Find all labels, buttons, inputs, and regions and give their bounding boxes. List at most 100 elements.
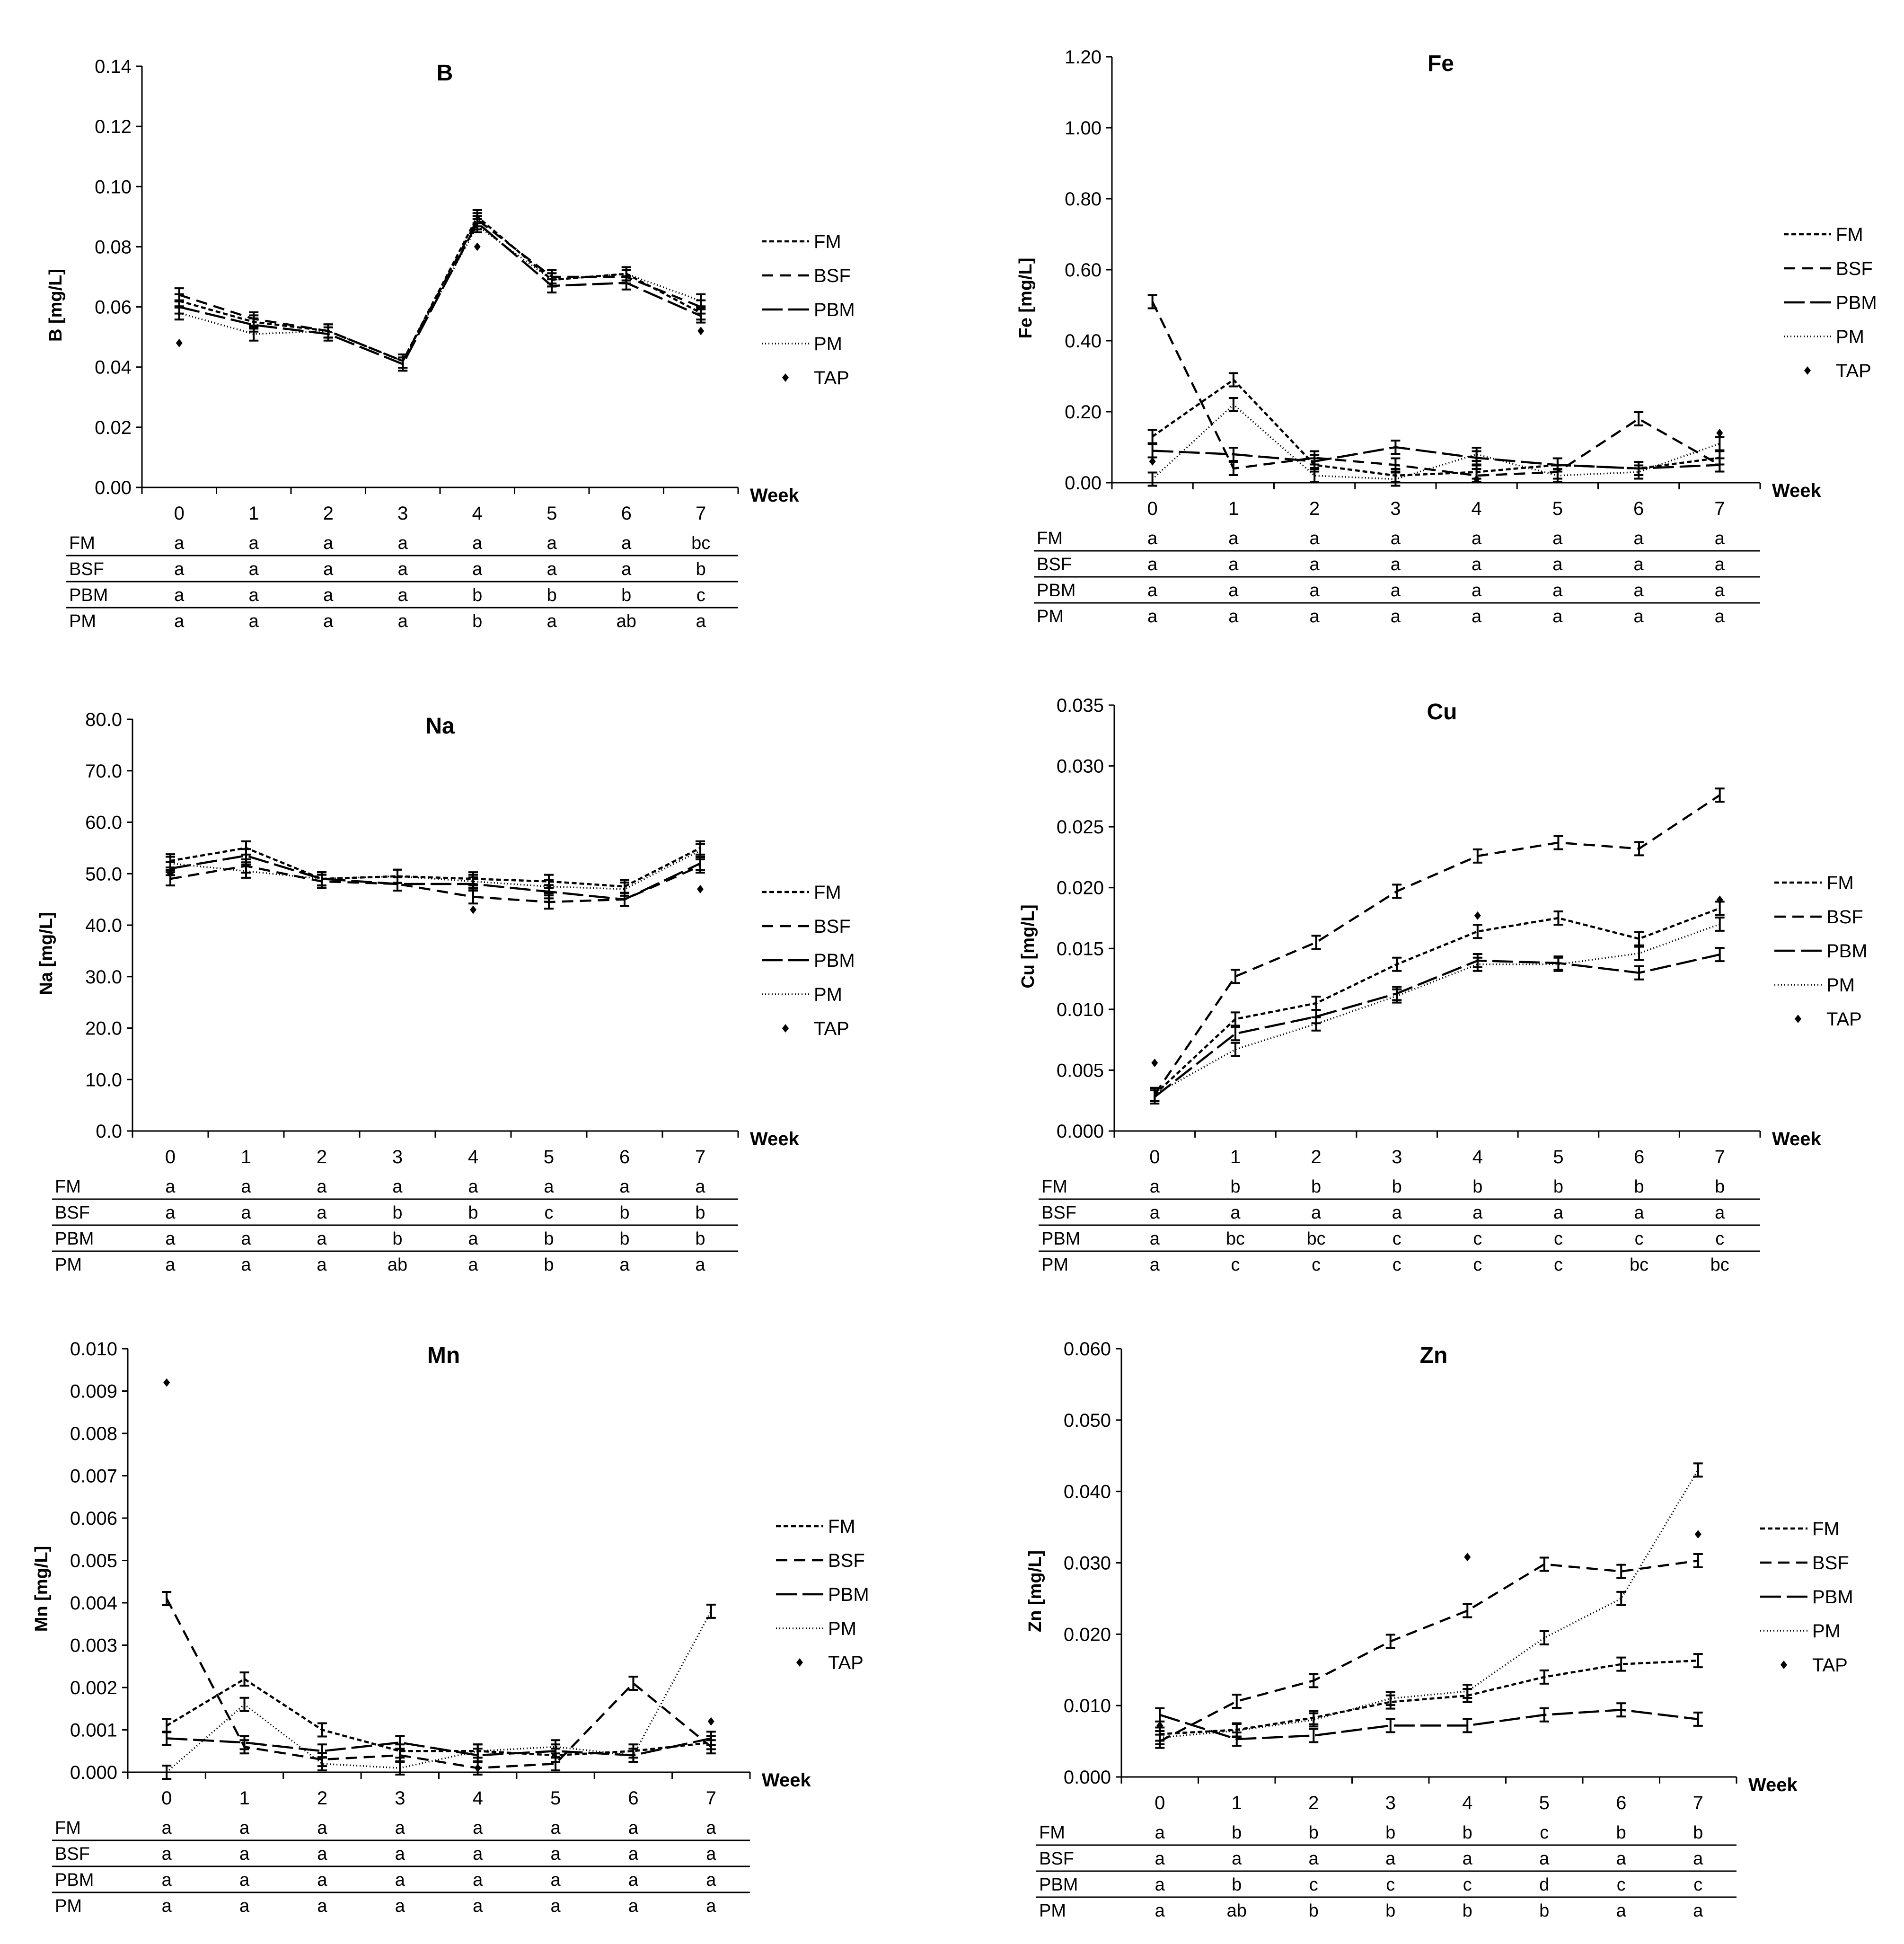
tap-marker bbox=[1716, 895, 1723, 904]
table-cell: a bbox=[468, 1255, 478, 1275]
table-cell: a bbox=[695, 1255, 705, 1275]
x-tick-label: 2 bbox=[1309, 498, 1320, 519]
x-tick-label: 4 bbox=[1472, 498, 1482, 519]
table-cell: c bbox=[1386, 1875, 1395, 1895]
y-tick-label: 0.009 bbox=[70, 1381, 117, 1402]
data-point-bsf bbox=[1616, 1564, 1626, 1579]
y-tick-label: 0.025 bbox=[1057, 817, 1104, 838]
legend-item-pm: PM bbox=[762, 334, 842, 354]
legend: FM BSF PBM PM TAP bbox=[1760, 1519, 1853, 1676]
x-tick-label: 2 bbox=[1311, 1147, 1321, 1167]
table-cell: b bbox=[1634, 1177, 1644, 1197]
y-tick-label: 0.80 bbox=[1065, 189, 1102, 210]
tap-marker bbox=[474, 1764, 481, 1773]
table-cell: a bbox=[398, 559, 408, 579]
table-row-label: PM bbox=[69, 611, 96, 631]
y-axis-label: Cu [mg/L] bbox=[1018, 904, 1038, 988]
table-cell: a bbox=[165, 1177, 176, 1197]
y-tick-label: 0.14 bbox=[95, 56, 132, 77]
y-tick-label: 40.0 bbox=[85, 915, 122, 936]
series-line-bsf bbox=[179, 218, 702, 362]
table-cell: b bbox=[1539, 1901, 1549, 1921]
chart-title: Fe bbox=[1428, 51, 1454, 76]
table-row-label: BSF bbox=[55, 1203, 90, 1223]
data-point-pm bbox=[1228, 397, 1238, 412]
table-cell: a bbox=[1472, 529, 1482, 548]
legend-label: PBM bbox=[1836, 292, 1877, 313]
y-tick-label: 0.008 bbox=[70, 1423, 117, 1444]
table-cell: a bbox=[1147, 555, 1158, 574]
tap-marker bbox=[176, 338, 183, 347]
table-cell: bc bbox=[1710, 1255, 1729, 1275]
y-tick-label: 0.040 bbox=[1064, 1482, 1111, 1502]
data-point-fm bbox=[162, 1718, 172, 1733]
legend-label: PM bbox=[1812, 1621, 1841, 1642]
table-cell: b bbox=[544, 1255, 554, 1275]
legend-label: PM bbox=[1826, 975, 1855, 996]
y-tick-label: 50.0 bbox=[85, 864, 122, 884]
table-cell: b bbox=[1385, 1823, 1395, 1843]
x-tick-label: 7 bbox=[706, 1788, 716, 1809]
legend-label: FM bbox=[1826, 873, 1854, 893]
tap-marker bbox=[1156, 1721, 1164, 1730]
y-tick-label: 70.0 bbox=[85, 761, 122, 782]
table-cell: a bbox=[249, 559, 259, 579]
y-tick-label: 0.12 bbox=[95, 116, 132, 137]
x-tick-label: 0 bbox=[165, 1147, 176, 1167]
y-tick-label: 0.08 bbox=[95, 237, 132, 257]
data-point-pbm bbox=[1539, 1707, 1549, 1723]
table-cell: ab bbox=[617, 611, 636, 631]
table-cell: c bbox=[1554, 1229, 1563, 1249]
data-point-pbm bbox=[1385, 1718, 1395, 1733]
legend: FM BSF PBM PM TAP bbox=[1774, 873, 1868, 1030]
x-tick-label: 3 bbox=[392, 1147, 403, 1167]
y-tick-label: 0.015 bbox=[1057, 938, 1104, 959]
table-cell: ab bbox=[1227, 1901, 1247, 1921]
table-cell: a bbox=[473, 1896, 483, 1916]
table-cell: a bbox=[547, 533, 557, 553]
data-point-pm bbox=[1539, 1630, 1549, 1645]
y-tick-label: 0.0 bbox=[96, 1121, 122, 1142]
table-cell: a bbox=[628, 1818, 639, 1838]
x-tick-label: 5 bbox=[547, 503, 557, 524]
table-cell: a bbox=[1392, 1203, 1402, 1223]
table-cell: a bbox=[398, 585, 408, 605]
x-tick-label: 6 bbox=[1616, 1793, 1626, 1813]
legend-label: BSF bbox=[1836, 258, 1873, 279]
legend-item-pbm: PBM bbox=[762, 950, 855, 971]
table-cell: a bbox=[395, 1870, 405, 1890]
legend-label: PBM bbox=[828, 1584, 869, 1605]
y-tick-label: 0.10 bbox=[95, 177, 132, 197]
y-tick-label: 0.001 bbox=[70, 1720, 117, 1741]
table-cell: a bbox=[1472, 555, 1482, 574]
series-line-pbm bbox=[1159, 1708, 1699, 1741]
x-tick-label: 2 bbox=[323, 503, 334, 524]
table-cell: a bbox=[473, 1870, 483, 1890]
tap-marker bbox=[1716, 429, 1723, 437]
y-tick-label: 0.006 bbox=[70, 1508, 117, 1529]
legend: FM BSF PBM PM TAP bbox=[776, 1516, 869, 1673]
table-cell: a bbox=[1715, 1203, 1725, 1223]
y-tick-label: 0.00 bbox=[95, 477, 132, 498]
table-cell: a bbox=[1155, 1849, 1165, 1869]
legend-label: TAP bbox=[828, 1652, 864, 1673]
x-tick-label: 1 bbox=[239, 1788, 249, 1809]
data-point-pm bbox=[1463, 1684, 1472, 1699]
tap-marker bbox=[697, 884, 704, 893]
table-cell: a bbox=[162, 1870, 172, 1890]
table-cell: a bbox=[1310, 529, 1320, 548]
data-point-pm bbox=[1150, 1087, 1160, 1102]
x-tick-label: 3 bbox=[1392, 1147, 1402, 1167]
legend-item-bsf: BSF bbox=[776, 1550, 865, 1571]
table-cell: a bbox=[239, 1870, 250, 1890]
table-cell: c bbox=[1393, 1255, 1402, 1275]
legend-item-fm: FM bbox=[1760, 1519, 1840, 1539]
table-cell: b bbox=[1232, 1875, 1242, 1895]
legend-label: FM bbox=[828, 1516, 855, 1537]
y-axis-label: B [mg/L] bbox=[46, 269, 66, 342]
tap-marker bbox=[1694, 1530, 1701, 1539]
table-cell: c bbox=[1393, 1229, 1402, 1249]
table-cell: a bbox=[706, 1818, 716, 1838]
